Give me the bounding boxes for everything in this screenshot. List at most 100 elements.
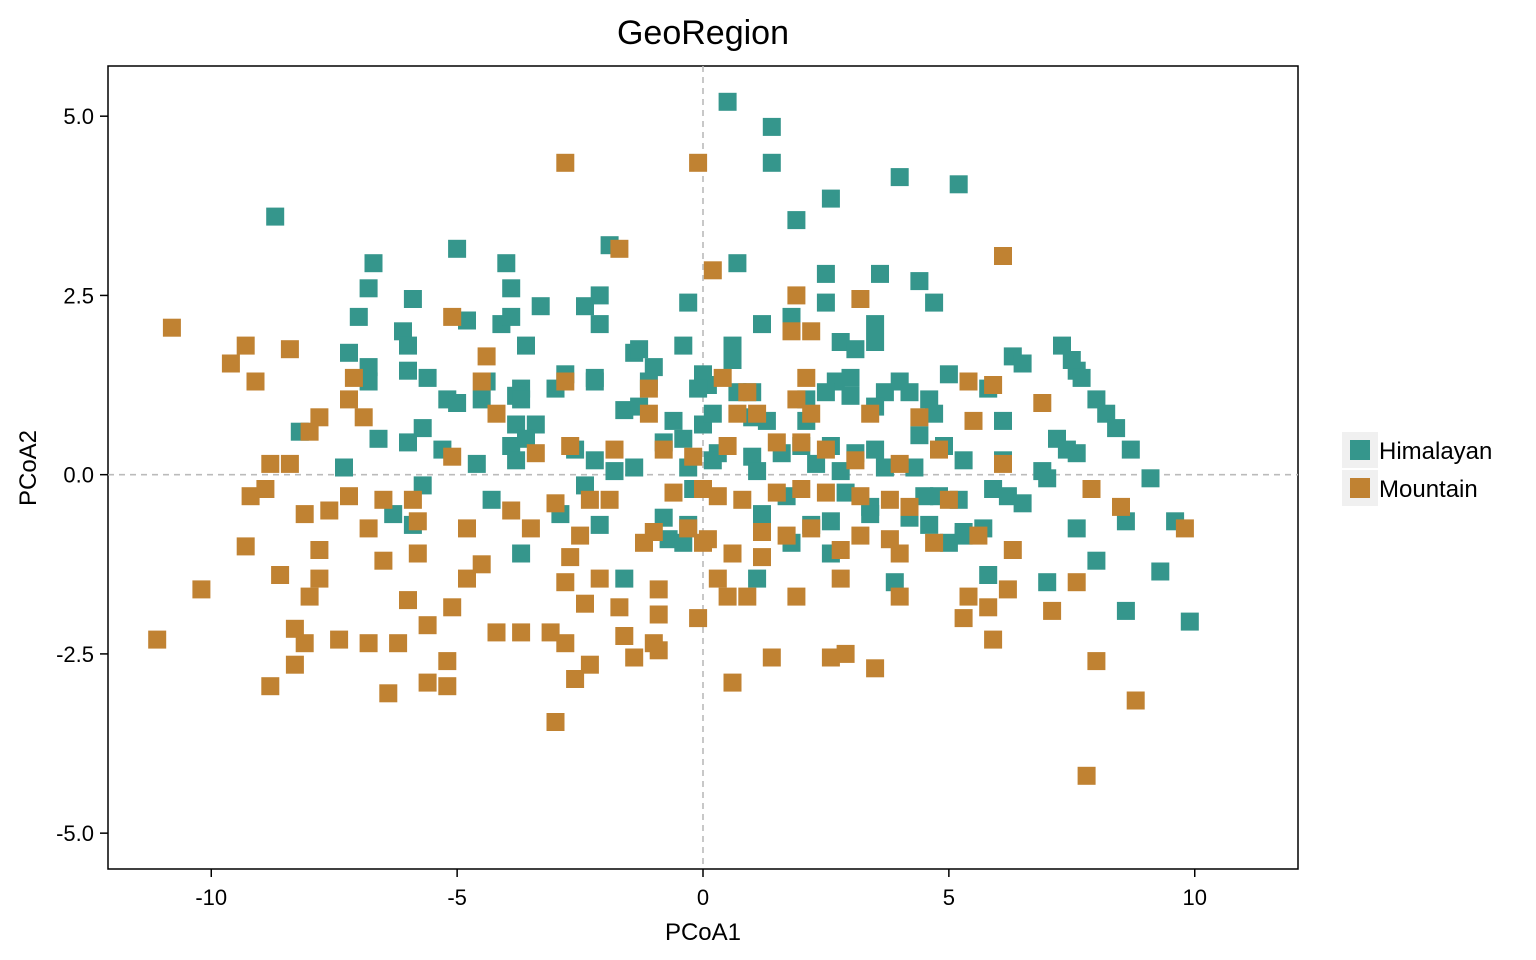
data-point	[576, 594, 594, 613]
data-point	[1175, 519, 1194, 538]
data-point	[959, 372, 978, 391]
data-point	[443, 598, 462, 617]
data-point	[984, 630, 1003, 649]
data-point	[300, 587, 319, 606]
data-point	[1033, 394, 1052, 412]
data-point	[399, 361, 417, 380]
data-point	[738, 587, 757, 606]
data-point	[639, 404, 658, 423]
data-point	[359, 634, 378, 653]
data-point	[718, 437, 737, 455]
data-point	[728, 404, 747, 423]
data-point	[438, 652, 457, 671]
data-point	[723, 351, 742, 369]
data-point	[1087, 390, 1106, 409]
data-point	[300, 422, 319, 441]
data-point	[580, 490, 599, 509]
data-point	[925, 533, 944, 552]
x-axis: -10 -5 0 5 10	[195, 869, 1207, 910]
data-point	[880, 490, 899, 509]
data-point	[566, 670, 585, 688]
data-point	[448, 394, 467, 412]
data-point	[556, 634, 575, 653]
data-point	[507, 415, 526, 434]
data-point	[1072, 368, 1091, 387]
data-point	[610, 239, 629, 258]
data-point	[841, 368, 860, 387]
y-tick-label: -5.0	[56, 821, 94, 846]
data-point	[954, 526, 973, 545]
data-point	[635, 533, 653, 552]
data-point	[649, 641, 668, 660]
data-point	[979, 598, 998, 617]
data-point	[600, 490, 619, 509]
data-point	[753, 523, 771, 541]
data-point	[703, 261, 722, 280]
plot-panel	[107, 65, 1299, 870]
data-point	[590, 515, 609, 534]
data-point	[836, 483, 855, 502]
data-point	[1067, 573, 1086, 592]
data-point	[448, 239, 467, 258]
data-point	[590, 315, 609, 334]
data-point	[625, 648, 644, 667]
data-point	[920, 390, 939, 409]
data-point	[1180, 612, 1199, 631]
data-point	[246, 372, 265, 391]
data-point	[689, 379, 708, 398]
data-point	[964, 411, 983, 430]
data-point	[925, 293, 944, 312]
data-point	[777, 526, 796, 545]
x-tick-label: 10	[1182, 885, 1206, 910]
data-point	[816, 383, 835, 402]
data-point	[556, 372, 575, 391]
data-point	[639, 379, 658, 398]
data-point	[939, 490, 958, 509]
y-tick-label: 2.5	[63, 283, 94, 308]
data-point	[472, 372, 491, 391]
data-point	[831, 333, 850, 351]
data-point	[851, 487, 870, 506]
data-point	[659, 530, 678, 549]
data-point	[443, 307, 462, 326]
data-point	[910, 408, 929, 427]
data-point	[816, 264, 835, 283]
data-point	[762, 153, 781, 172]
data-point	[738, 383, 757, 402]
data-point	[148, 630, 167, 649]
y-tick-label: -2.5	[56, 642, 94, 667]
data-point	[630, 340, 649, 359]
data-point	[925, 404, 944, 423]
data-point	[364, 254, 383, 273]
data-point	[831, 462, 850, 481]
data-point	[517, 336, 535, 355]
data-point	[221, 354, 240, 373]
data-point	[590, 286, 609, 305]
data-point	[340, 487, 358, 506]
x-tick-label: -5	[447, 885, 467, 910]
data-point	[708, 487, 727, 506]
data-point	[875, 383, 894, 402]
data-point	[679, 519, 698, 538]
data-point	[836, 644, 855, 663]
data-point	[374, 551, 393, 570]
data-point	[905, 458, 924, 477]
data-point	[399, 336, 417, 355]
data-point	[762, 648, 781, 667]
data-point	[866, 440, 885, 459]
data-point	[674, 336, 693, 355]
data-point	[664, 411, 683, 430]
data-point	[1151, 562, 1170, 581]
data-point	[994, 454, 1012, 473]
data-point	[807, 454, 826, 473]
data-point	[526, 444, 545, 463]
data-point	[910, 426, 929, 445]
data-point	[753, 548, 771, 567]
data-point	[1141, 469, 1160, 488]
data-point	[792, 433, 811, 452]
data-point	[389, 634, 408, 653]
data-point	[335, 458, 353, 477]
data-point	[866, 333, 885, 351]
data-point	[802, 519, 821, 538]
data-point	[1116, 512, 1135, 531]
